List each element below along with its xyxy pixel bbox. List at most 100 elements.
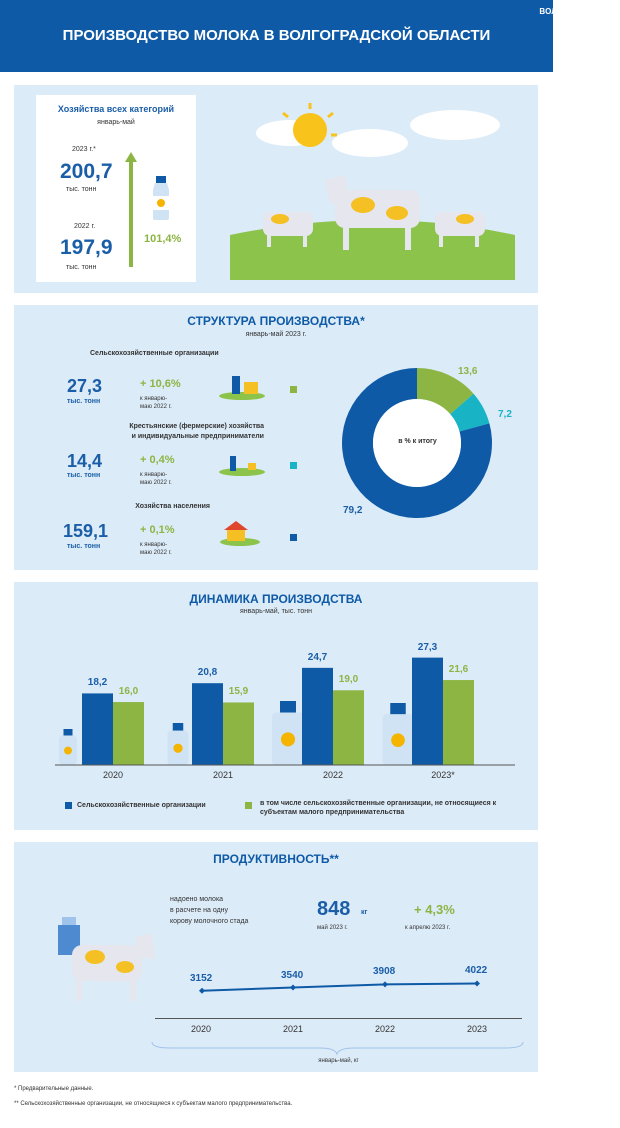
- dynamics-title: ДИНАМИКА ПРОИЗВОДСТВА: [189, 592, 363, 606]
- bar-agri-organizations: [82, 693, 113, 765]
- bar-milk-bottle-icon: [382, 703, 414, 765]
- productivity-point: [290, 984, 296, 991]
- bar-agri-organizations: [302, 667, 333, 765]
- house-icon: [220, 521, 260, 546]
- summary-title: Хозяйства всех категорий: [57, 104, 175, 114]
- productivity-desc-2: в расчете на одну: [170, 907, 229, 914]
- structure-item-agri-label: Сельскохозяйственные организации: [90, 350, 219, 357]
- farm-building-icon: [219, 376, 265, 400]
- footnote-1: * Предварительные данные.: [14, 1086, 94, 1092]
- cow-milk-illustration: [58, 917, 155, 1001]
- bar-value-label-agri: 27,3: [417, 641, 438, 653]
- dynamics-bar-chart: [55, 657, 515, 766]
- structure-item-agri-note-1: к январю-: [140, 396, 168, 402]
- legend-series1-label: Сельскохозяйственные организации: [77, 802, 206, 809]
- structure-donut-chart: [342, 368, 492, 518]
- structure-item-farm-change: + 0,4%: [140, 454, 175, 466]
- donut-label-agri: 13,6: [458, 366, 478, 377]
- productivity-desc-1: надоено молока: [170, 896, 224, 903]
- structure-item-farm-unit: тыс. тонн: [67, 472, 101, 479]
- line-axis-label-2022: 2022: [374, 1024, 396, 1034]
- value-2022: 197,9: [60, 236, 113, 259]
- productivity-value: 848: [317, 898, 351, 920]
- structure-item-households-label: Хозяйства населения: [135, 503, 210, 510]
- donut-label-households: 79,2: [343, 505, 363, 516]
- bar-agri-organizations: [412, 657, 443, 765]
- donut-slice-households: [342, 368, 492, 518]
- productivity-change-note: к апрелю 2023 г.: [405, 925, 451, 931]
- structure-item-agri-unit: тыс. тонн: [67, 398, 101, 405]
- structure-item-households-note-2: маю 2022 г.: [140, 550, 172, 556]
- line-axis-caption: январь-май, кг: [318, 1058, 359, 1064]
- bar-milk-bottle-icon: [272, 701, 304, 765]
- productivity-value-note: май 2023 г.: [317, 925, 348, 931]
- structure-item-households-unit: тыс. тонн: [67, 543, 101, 550]
- dynamics-subtitle: январь-май, тыс. тонн: [240, 608, 312, 615]
- legend-series2-square: [245, 802, 252, 809]
- header-bar: [0, 0, 553, 72]
- footnote-2: ** Сельскохозяйственные организации, не …: [14, 1101, 293, 1107]
- structure-item-agri-value: 27,3: [67, 376, 103, 396]
- milk-bottle-icon: [153, 176, 169, 220]
- axis-brace: [151, 1041, 524, 1056]
- donut-slice-agri: [417, 368, 474, 415]
- structure-item-agri-change: + 10,6%: [140, 378, 181, 390]
- bar-value-label-agri: 24,7: [307, 651, 328, 663]
- bar-non-small-business: [223, 702, 254, 765]
- productivity-point: [199, 987, 205, 994]
- year-2022-label: 2022 г.: [74, 223, 96, 230]
- bar-axis-label-2022: 2022: [322, 770, 344, 780]
- productivity-point-label: 3540: [281, 969, 304, 981]
- bar-non-small-business: [443, 680, 474, 765]
- legend-series2-label: в том числе сельскохозяйственные организ…: [260, 800, 497, 816]
- brand-label: ВОЛГОГРАДСТАТ: [539, 7, 611, 16]
- structure-item-agri-note-2: маю 2022 г.: [140, 404, 172, 410]
- bar-non-small-business: [333, 690, 364, 765]
- bar-agri-organizations: [192, 683, 223, 765]
- legend-series1-square: [65, 802, 72, 809]
- growth-arrow-icon: [125, 152, 137, 267]
- bar-axis-label-2023: 2023*: [431, 770, 455, 780]
- donut-slice-farm: [450, 393, 490, 432]
- bar-axis-label-2020: 2020: [102, 770, 124, 780]
- line-axis-label-2021: 2021: [282, 1024, 304, 1034]
- structure-title: СТРУКТУРА ПРОИЗВОДСТВА*: [187, 314, 365, 328]
- structure-item-households-change: + 0,1%: [140, 524, 175, 536]
- structure-item-farm-label-1: Крестьянские (фермерские) хозяйства: [129, 423, 264, 430]
- productivity-change: + 4,3%: [414, 902, 455, 917]
- year-2023-label: 2023 г.*: [72, 146, 96, 153]
- donut-label-farm: 7,2: [498, 409, 512, 420]
- structure-period: январь-май 2023 г.: [245, 331, 307, 338]
- donut-center-label: в % к итогу: [398, 438, 437, 445]
- value-2023: 200,7: [60, 160, 113, 183]
- legend-households-square: [290, 534, 297, 541]
- bar-value-label-agri: 20,8: [197, 667, 218, 679]
- productivity-point-label: 3908: [373, 966, 396, 978]
- farm-illustration: [230, 103, 515, 280]
- bar-axis-label-2021: 2021: [212, 770, 234, 780]
- donut-hole: [373, 399, 461, 487]
- productivity-value-unit: кг: [361, 909, 368, 916]
- windmill-icon: [219, 456, 265, 476]
- bar-value-label-non-small: 19,0: [338, 674, 359, 686]
- productivity-point: [382, 981, 388, 988]
- productivity-title: ПРОДУКТИВНОСТЬ**: [213, 852, 339, 866]
- bar-value-label-non-small: 16,0: [118, 686, 139, 698]
- legend-agri-square: [290, 386, 297, 393]
- line-axis-label-2023: 2023: [466, 1024, 488, 1034]
- structure-item-households-value: 159,1: [63, 521, 109, 541]
- structure-item-farm-label-2: и индивидуальные предприниматели: [131, 433, 264, 440]
- unit-2022: тыс. тонн: [66, 264, 97, 271]
- bar-value-label-agri: 18,2: [87, 677, 108, 689]
- bar-milk-bottle-icon: [167, 723, 189, 765]
- unit-2023: тыс. тонн: [66, 186, 97, 193]
- page-title: ПРОИЗВОДСТВО МОЛОКА В ВОЛГОГРАДСКОЙ ОБЛА…: [62, 27, 491, 44]
- line-axis-label-2020: 2020: [190, 1024, 212, 1034]
- productivity-line: [201, 982, 478, 992]
- legend-farm-square: [290, 462, 297, 469]
- structure-item-farm-note-1: к январю-: [140, 472, 168, 478]
- cow-icon: [325, 175, 420, 250]
- productivity-line-chart: [199, 980, 480, 994]
- productivity-point: [474, 980, 480, 987]
- bar-milk-bottle-icon: [59, 729, 77, 765]
